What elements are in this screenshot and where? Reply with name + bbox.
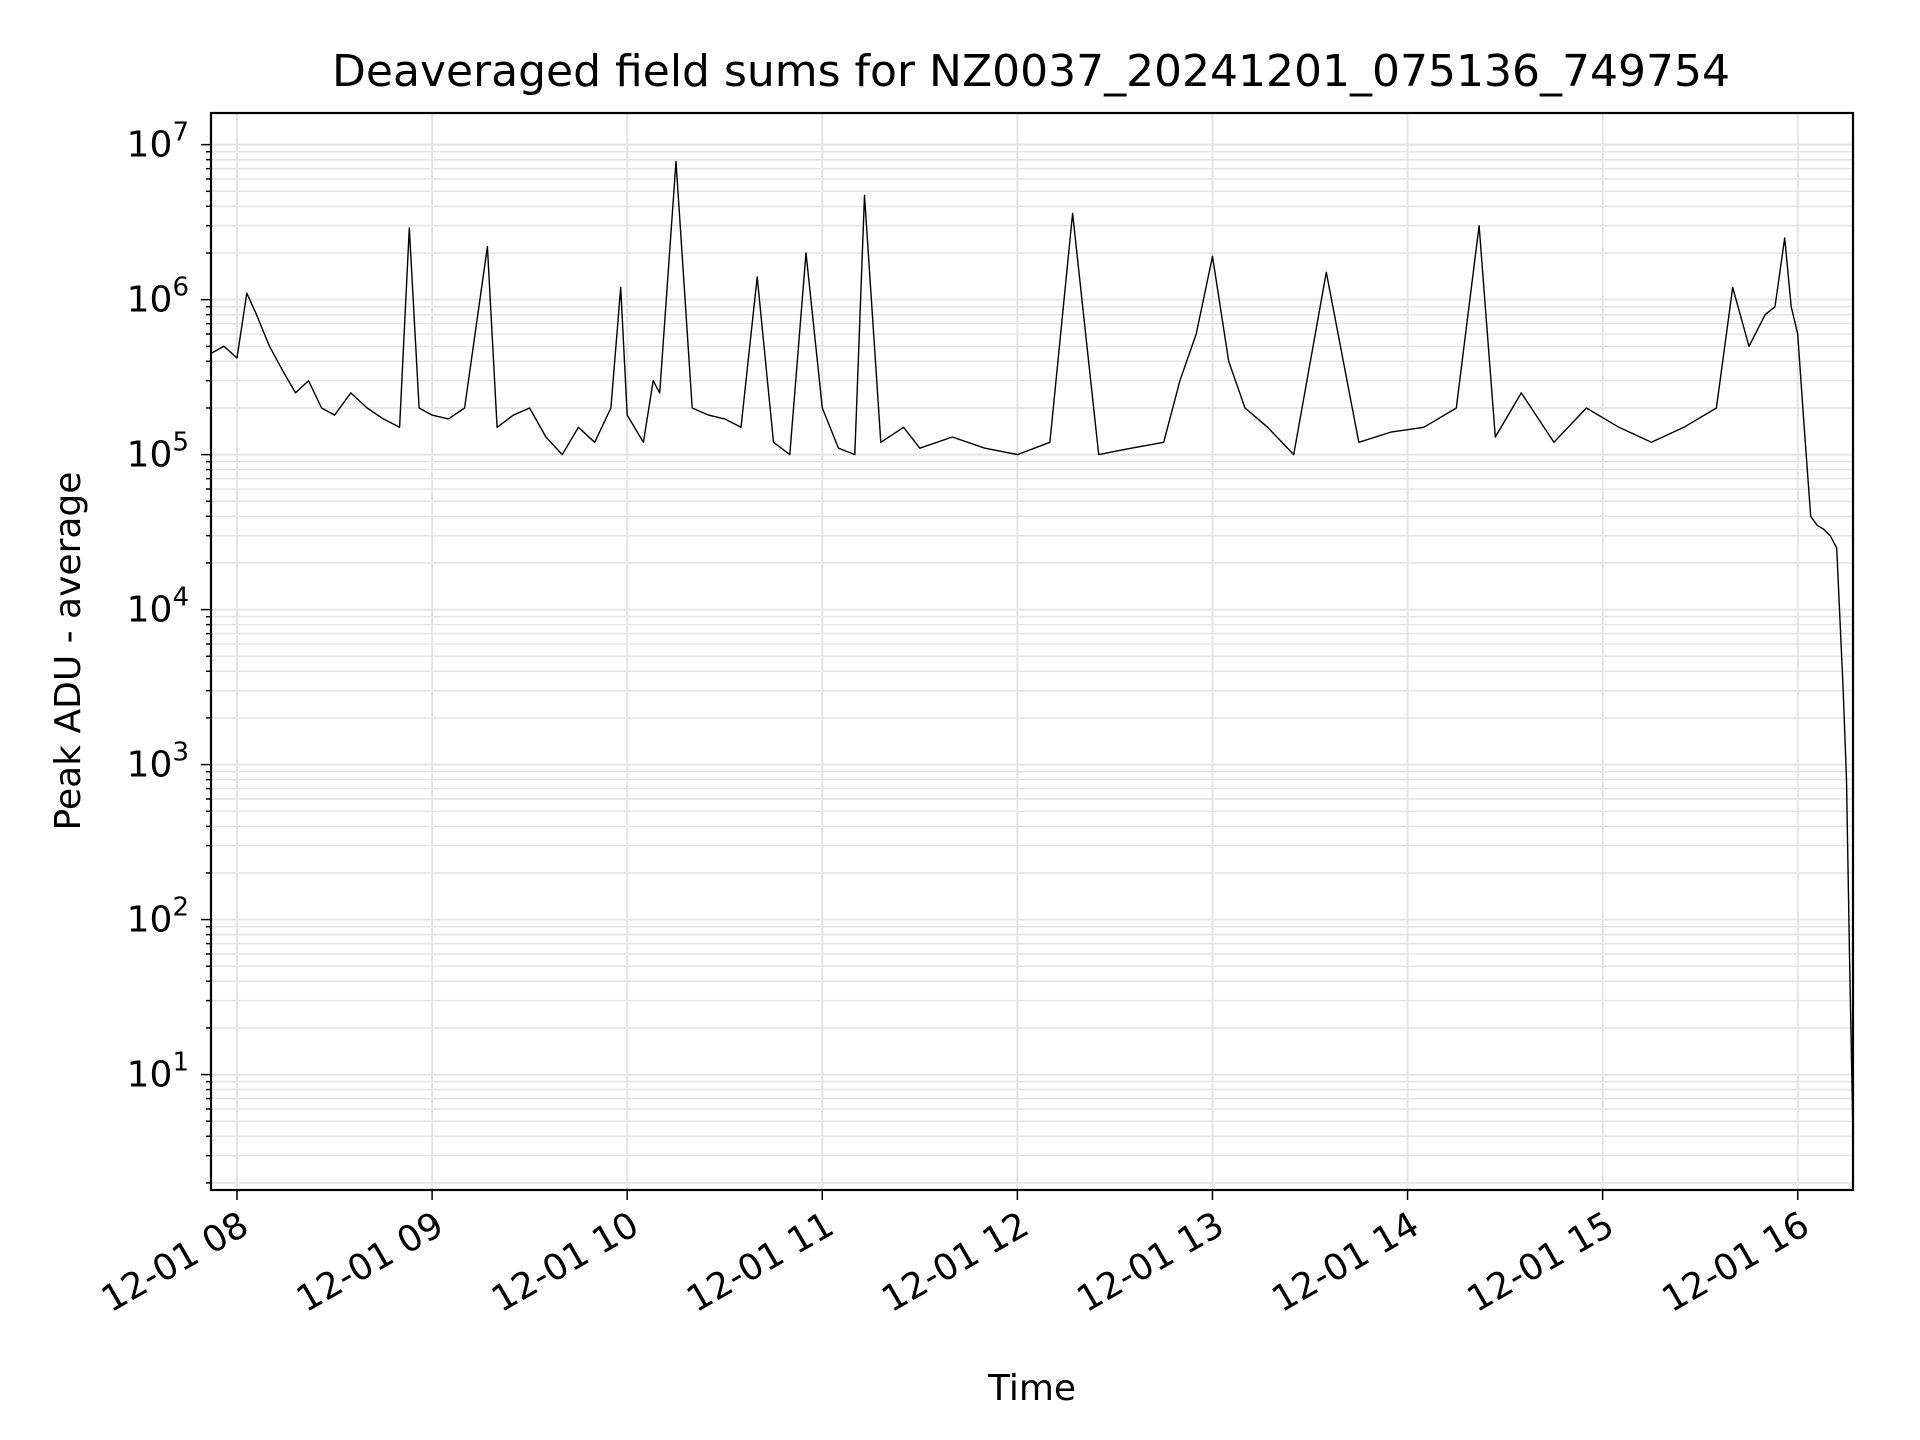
y-tick-exponent: 7 bbox=[172, 118, 189, 148]
y-tick-base: 10 bbox=[127, 900, 173, 941]
y-tick-exponent: 4 bbox=[172, 583, 189, 613]
plot-frame bbox=[209, 111, 1855, 1192]
x-axis-label: Time bbox=[987, 1368, 1076, 1409]
y-tick-label: 103 bbox=[127, 738, 189, 786]
y-tick-base: 10 bbox=[127, 125, 173, 166]
series-line bbox=[210, 160, 1854, 1137]
grid-layer bbox=[211, 113, 1853, 1190]
y-tick-base: 10 bbox=[127, 590, 173, 631]
y-tick-label: 101 bbox=[127, 1048, 189, 1096]
y-tick-exponent: 1 bbox=[172, 1048, 189, 1078]
y-tick-exponent: 2 bbox=[172, 893, 189, 923]
y-tick-base: 10 bbox=[127, 280, 173, 321]
y-tick-base: 10 bbox=[127, 745, 173, 786]
y-tick-exponent: 3 bbox=[172, 738, 189, 768]
y-tick-label: 107 bbox=[127, 118, 189, 166]
y-tick-base: 10 bbox=[127, 1055, 173, 1096]
plot-background bbox=[211, 113, 1853, 1190]
y-tick-exponent: 5 bbox=[172, 428, 189, 458]
y-tick-label: 105 bbox=[127, 428, 189, 476]
y-tick-label: 104 bbox=[127, 583, 189, 631]
y-tick-exponent: 6 bbox=[172, 273, 189, 303]
y-tick-label: 106 bbox=[127, 273, 189, 321]
series-layer bbox=[210, 160, 1854, 1137]
chart-title: Deaveraged field sums for NZ0037_2024120… bbox=[332, 46, 1730, 97]
y-tick-base: 10 bbox=[127, 435, 173, 476]
y-axis-label: Peak ADU - average bbox=[48, 472, 89, 831]
y-tick-label: 102 bbox=[127, 893, 189, 941]
